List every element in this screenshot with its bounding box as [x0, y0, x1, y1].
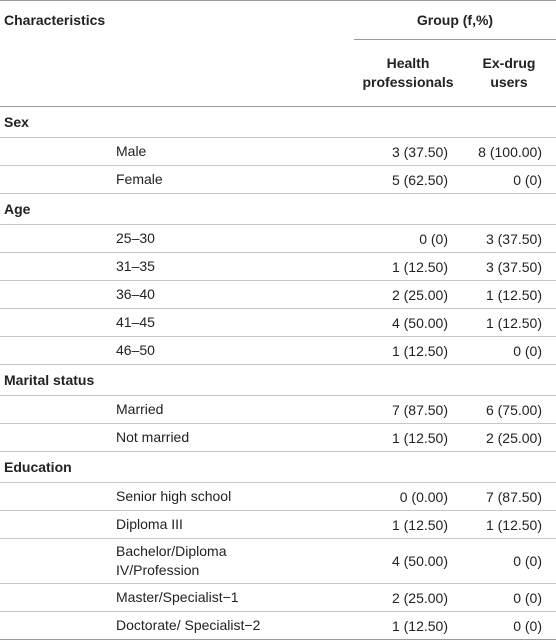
- ex-drug-users-value: 1 (12.50): [462, 510, 556, 539]
- group-header: Group (f,%): [354, 0, 556, 40]
- header-row-top: Characteristics Group (f,%): [0, 0, 556, 40]
- row-label-line1: Bachelor/Diploma: [116, 543, 227, 559]
- ex-drug-users-value: 0 (0): [462, 538, 556, 584]
- section-title: Marital status: [0, 364, 556, 396]
- ex-drug-users-value: 8 (100.00): [462, 137, 556, 166]
- section-row-marital-status: Marital status: [0, 364, 556, 396]
- table-row: 46–50 1 (12.50) 0 (0): [0, 336, 556, 365]
- row-label: 36–40: [0, 280, 354, 309]
- ex-drug-users-value: 1 (12.50): [462, 280, 556, 309]
- health-professionals-value: 2 (25.00): [354, 280, 462, 309]
- table-header: Characteristics Group (f,%) Health profe…: [0, 0, 556, 107]
- header-row-sub: Health professionals Ex-drug users: [0, 39, 556, 107]
- section-row-age: Age: [0, 193, 556, 225]
- health-professionals-value: 4 (50.00): [354, 308, 462, 337]
- table-row: 36–40 2 (25.00) 1 (12.50): [0, 280, 556, 309]
- health-professionals-value: 4 (50.00): [354, 538, 462, 584]
- health-professionals-value: 7 (87.50): [354, 395, 462, 424]
- table-row: Female 5 (62.50) 0 (0): [0, 165, 556, 194]
- table-row: 31–35 1 (12.50) 3 (37.50): [0, 252, 556, 281]
- health-professionals-value: 0 (0.00): [354, 482, 462, 511]
- ex-drug-users-header: Ex-drug users: [462, 39, 556, 107]
- section-row-education: Education: [0, 451, 556, 483]
- health-professionals-value: 5 (62.50): [354, 165, 462, 194]
- health-professionals-header-line2: professionals: [362, 74, 454, 90]
- table-row: Bachelor/Diploma IV/Profession 4 (50.00)…: [0, 538, 556, 584]
- section-row-sex: Sex: [0, 106, 556, 138]
- health-professionals-header: Health professionals: [354, 39, 462, 107]
- ex-drug-users-value: 0 (0): [462, 336, 556, 365]
- row-label: Master/Specialist−1: [0, 583, 354, 612]
- row-label: Bachelor/Diploma IV/Profession: [0, 538, 354, 584]
- health-professionals-value: 1 (12.50): [354, 510, 462, 539]
- health-professionals-value: 1 (12.50): [354, 252, 462, 281]
- row-label: Married: [0, 395, 354, 424]
- ex-drug-users-value: 2 (25.00): [462, 423, 556, 452]
- ex-drug-users-header-line1: Ex-drug: [482, 55, 536, 71]
- table-body: Sex Male 3 (37.50) 8 (100.00) Female 5 (…: [0, 106, 556, 640]
- ex-drug-users-value: 6 (75.00): [462, 395, 556, 424]
- table-row: Married 7 (87.50) 6 (75.00): [0, 395, 556, 424]
- section-title: Education: [0, 451, 556, 483]
- table-row: Diploma III 1 (12.50) 1 (12.50): [0, 510, 556, 539]
- health-professionals-value: 0 (0): [354, 224, 462, 253]
- ex-drug-users-value: 0 (0): [462, 165, 556, 194]
- table-row: 41–45 4 (50.00) 1 (12.50): [0, 308, 556, 337]
- row-label: Senior high school: [0, 482, 354, 511]
- ex-drug-users-value: 3 (37.50): [462, 224, 556, 253]
- health-professionals-value: 1 (12.50): [354, 423, 462, 452]
- ex-drug-users-value: 3 (37.50): [462, 252, 556, 281]
- table-row: Senior high school 0 (0.00) 7 (87.50): [0, 482, 556, 511]
- row-label: Doctorate/ Specialist−2: [0, 611, 354, 640]
- row-label: 46–50: [0, 336, 354, 365]
- ex-drug-users-value: 0 (0): [462, 611, 556, 640]
- health-professionals-value: 2 (25.00): [354, 583, 462, 612]
- section-title: Age: [0, 193, 556, 225]
- table-row: Doctorate/ Specialist−2 1 (12.50) 0 (0): [0, 611, 556, 640]
- table-row: Master/Specialist−1 2 (25.00) 0 (0): [0, 583, 556, 612]
- health-professionals-value: 1 (12.50): [354, 336, 462, 365]
- ex-drug-users-value: 1 (12.50): [462, 308, 556, 337]
- ex-drug-users-value: 7 (87.50): [462, 482, 556, 511]
- health-professionals-value: 3 (37.50): [354, 137, 462, 166]
- row-label: 41–45: [0, 308, 354, 337]
- row-label: Not married: [0, 423, 354, 452]
- row-label: Male: [0, 137, 354, 166]
- table-row: Not married 1 (12.50) 2 (25.00): [0, 423, 556, 452]
- row-label: Female: [0, 165, 354, 194]
- row-label-line2: IV/Profession: [116, 562, 200, 578]
- section-title: Sex: [0, 106, 556, 138]
- row-label: 25–30: [0, 224, 354, 253]
- characteristics-header: Characteristics: [0, 0, 354, 40]
- health-professionals-header-line1: Health: [386, 55, 430, 71]
- row-label: 31–35: [0, 252, 354, 281]
- row-label: Diploma III: [0, 510, 354, 539]
- header-blank-cell: [0, 39, 354, 107]
- table-row: 25–30 0 (0) 3 (37.50): [0, 224, 556, 253]
- ex-drug-users-header-line2: users: [490, 74, 528, 90]
- health-professionals-value: 1 (12.50): [354, 611, 462, 640]
- ex-drug-users-value: 0 (0): [462, 583, 556, 612]
- table-row: Male 3 (37.50) 8 (100.00): [0, 137, 556, 166]
